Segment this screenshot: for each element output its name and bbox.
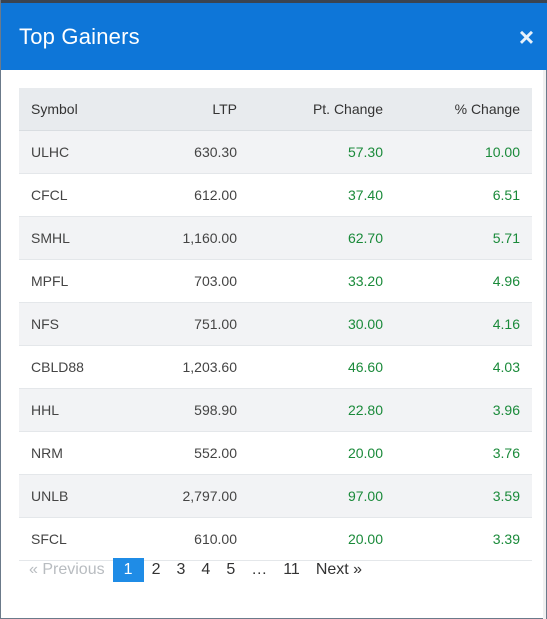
dialog-scrollbar[interactable] bbox=[543, 70, 546, 619]
table-row[interactable]: SMHL 1,160.00 62.70 5.71 bbox=[19, 216, 532, 260]
cell-symbol: MPFL bbox=[19, 259, 137, 303]
cell-pct-change: 4.96 bbox=[395, 259, 532, 303]
gainers-table-container: Symbol LTP Pt. Change % Change ULHC 630.… bbox=[19, 88, 532, 561]
cell-symbol: CFCL bbox=[19, 173, 137, 217]
cell-pt-change: 37.40 bbox=[249, 173, 395, 217]
cell-ltp: 703.00 bbox=[137, 259, 249, 303]
table-row[interactable]: NFS 751.00 30.00 4.16 bbox=[19, 302, 532, 346]
gainers-table: Symbol LTP Pt. Change % Change ULHC 630.… bbox=[19, 88, 532, 561]
cell-symbol: HHL bbox=[19, 388, 137, 432]
table-row[interactable]: MPFL 703.00 33.20 4.96 bbox=[19, 259, 532, 303]
cell-pct-change: 5.71 bbox=[395, 216, 532, 260]
table-row[interactable]: NRM 552.00 20.00 3.76 bbox=[19, 431, 532, 475]
table-row[interactable]: CFCL 612.00 37.40 6.51 bbox=[19, 173, 532, 217]
cell-pct-change: 3.39 bbox=[395, 517, 532, 561]
cell-pt-change: 22.80 bbox=[249, 388, 395, 432]
cell-ltp: 1,203.60 bbox=[137, 345, 249, 389]
column-header-pt-change[interactable]: Pt. Change bbox=[249, 88, 395, 131]
cell-ltp: 1,160.00 bbox=[137, 216, 249, 260]
cell-pt-change: 20.00 bbox=[249, 517, 395, 561]
cell-pt-change: 62.70 bbox=[249, 216, 395, 260]
page-link-3[interactable]: 3 bbox=[176, 561, 186, 578]
table-header-row: Symbol LTP Pt. Change % Change bbox=[19, 88, 532, 131]
next-page-link[interactable]: Next » bbox=[315, 561, 363, 578]
table-row[interactable]: HHL 598.90 22.80 3.96 bbox=[19, 388, 532, 432]
cell-pct-change: 6.51 bbox=[395, 173, 532, 217]
close-icon[interactable]: × bbox=[518, 21, 534, 52]
dialog-title: Top Gainers bbox=[19, 23, 140, 49]
column-header-pct-change[interactable]: % Change bbox=[395, 88, 532, 131]
cell-ltp: 552.00 bbox=[137, 431, 249, 475]
cell-ltp: 610.00 bbox=[137, 517, 249, 561]
cell-pct-change: 3.96 bbox=[395, 388, 532, 432]
page-link-4[interactable]: 4 bbox=[201, 561, 211, 578]
cell-pct-change: 10.00 bbox=[395, 130, 532, 174]
cell-ltp: 751.00 bbox=[137, 302, 249, 346]
cell-symbol: NRM bbox=[19, 431, 137, 475]
cell-symbol: NFS bbox=[19, 302, 137, 346]
dialog-header: Top Gainers × bbox=[1, 3, 547, 70]
top-strip bbox=[1, 0, 547, 3]
cell-pt-change: 33.20 bbox=[249, 259, 395, 303]
cell-ltp: 2,797.00 bbox=[137, 474, 249, 518]
cell-pct-change: 4.03 bbox=[395, 345, 532, 389]
cell-ltp: 612.00 bbox=[137, 173, 249, 217]
cell-pct-change: 3.76 bbox=[395, 431, 532, 475]
cell-pt-change: 57.30 bbox=[249, 130, 395, 174]
table-row[interactable]: UNLB 2,797.00 97.00 3.59 bbox=[19, 474, 532, 518]
cell-symbol: ULHC bbox=[19, 130, 137, 174]
page-ellipsis: … bbox=[251, 561, 268, 578]
cell-ltp: 630.30 bbox=[137, 130, 249, 174]
cell-pt-change: 46.60 bbox=[249, 345, 395, 389]
cell-pct-change: 4.16 bbox=[395, 302, 532, 346]
column-header-symbol[interactable]: Symbol bbox=[19, 88, 137, 131]
cell-pt-change: 97.00 bbox=[249, 474, 395, 518]
previous-page-link: « Previous bbox=[29, 561, 105, 578]
cell-pt-change: 30.00 bbox=[249, 302, 395, 346]
table-row[interactable]: SFCL 610.00 20.00 3.39 bbox=[19, 517, 532, 561]
cell-symbol: UNLB bbox=[19, 474, 137, 518]
page-link-11[interactable]: 11 bbox=[283, 561, 300, 578]
cell-ltp: 598.90 bbox=[137, 388, 249, 432]
cell-symbol: CBLD88 bbox=[19, 345, 137, 389]
table-row[interactable]: CBLD88 1,203.60 46.60 4.03 bbox=[19, 345, 532, 389]
table-row[interactable]: ULHC 630.30 57.30 10.00 bbox=[19, 130, 532, 174]
cell-symbol: SFCL bbox=[19, 517, 137, 561]
column-header-ltp[interactable]: LTP bbox=[137, 88, 249, 131]
page-link-5[interactable]: 5 bbox=[226, 561, 236, 578]
pagination: « Previous 1 2 3 4 5 … 11 Next » bbox=[19, 557, 532, 583]
page-link-2[interactable]: 2 bbox=[151, 561, 161, 578]
page-link-1[interactable]: 1 bbox=[112, 558, 144, 582]
cell-pct-change: 3.59 bbox=[395, 474, 532, 518]
cell-symbol: SMHL bbox=[19, 216, 137, 260]
cell-pt-change: 20.00 bbox=[249, 431, 395, 475]
